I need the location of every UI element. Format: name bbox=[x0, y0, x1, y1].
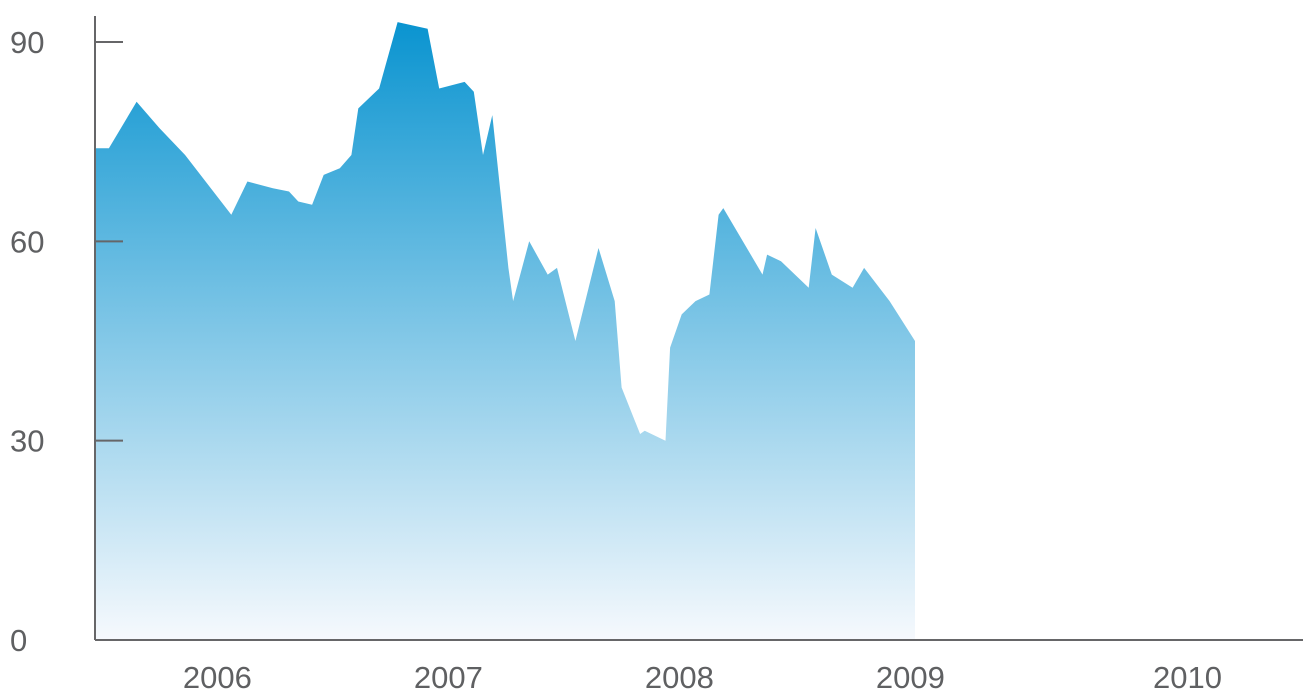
y-tick-label-0: 0 bbox=[10, 623, 27, 658]
x-tick-label-2007: 2007 bbox=[414, 660, 483, 695]
y-tick-label-60: 60 bbox=[10, 224, 44, 259]
y-tick-label-90: 90 bbox=[10, 25, 44, 60]
x-tick-label-2006: 2006 bbox=[183, 660, 252, 695]
x-tick-label-2008: 2008 bbox=[645, 660, 714, 695]
x-axis-ticks: 2006 2007 2008 2009 2010 bbox=[183, 660, 1222, 695]
x-tick-label-2009: 2009 bbox=[876, 660, 945, 695]
y-tick-label-30: 30 bbox=[10, 424, 44, 459]
x-tick-label-2010: 2010 bbox=[1153, 660, 1222, 695]
area-series-fill bbox=[95, 22, 915, 641]
y-axis-ticks: 0 30 60 90 bbox=[10, 25, 123, 658]
